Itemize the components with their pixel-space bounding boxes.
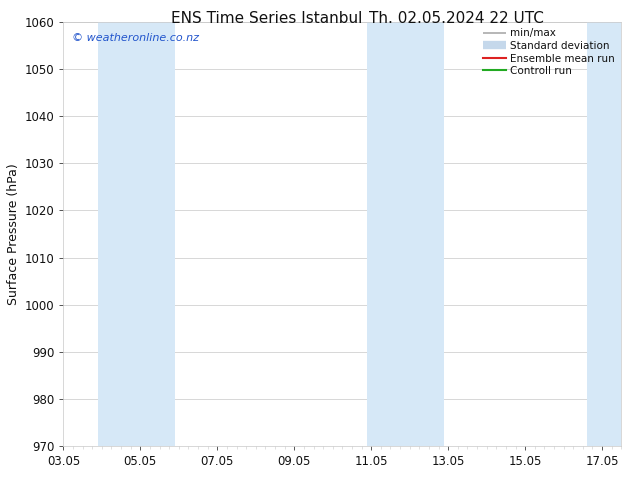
Bar (586, 22, 621, 446)
Bar (367, 22, 444, 446)
Text: © weatheronline.co.nz: © weatheronline.co.nz (72, 33, 199, 43)
Bar (98, 22, 175, 446)
Text: ENS Time Series Istanbul: ENS Time Series Istanbul (171, 11, 362, 26)
Legend: min/max, Standard deviation, Ensemble mean run, Controll run: min/max, Standard deviation, Ensemble me… (479, 24, 619, 80)
Text: Th. 02.05.2024 22 UTC: Th. 02.05.2024 22 UTC (369, 11, 544, 26)
Y-axis label: Surface Pressure (hPa): Surface Pressure (hPa) (8, 163, 20, 305)
